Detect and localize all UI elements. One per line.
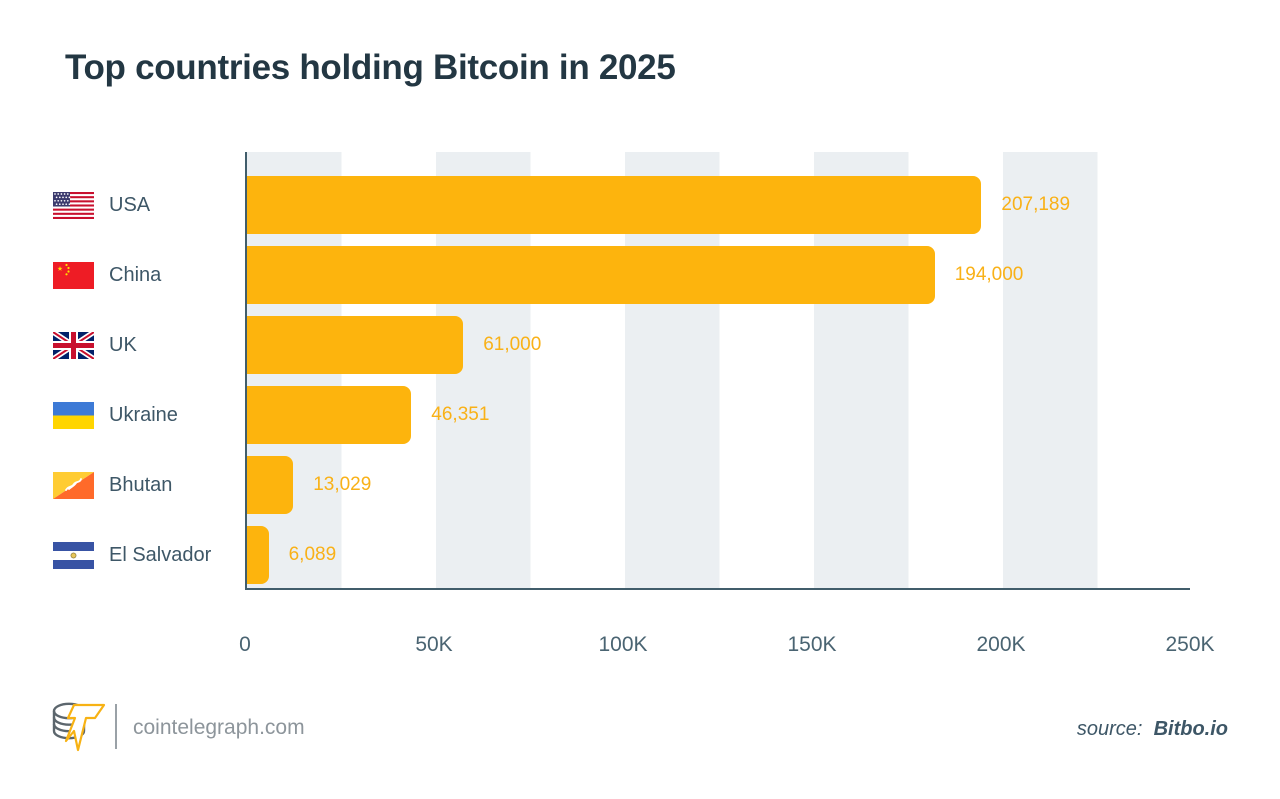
uk-flag-icon (53, 331, 94, 359)
bar-value-el-salvador: 6,089 (288, 544, 337, 565)
cointelegraph-logo-icon (52, 702, 106, 752)
source-credit: source: Bitbo.io (1077, 718, 1228, 741)
x-tick-250k: 250K (1165, 633, 1215, 656)
country-label-uk: UK (53, 316, 137, 374)
bar-uk (247, 316, 464, 374)
bar-usa (247, 176, 982, 234)
country-name-china: China (109, 263, 162, 286)
bar-el-salvador (247, 526, 269, 584)
x-axis-ticks: 0 50K 100K 150K 200K 250K (239, 633, 1214, 663)
bar-ukraine (247, 386, 412, 444)
footer-divider (115, 704, 117, 749)
footer: cointelegraph.com source: Bitbo.io (0, 698, 1280, 758)
bar-value-ukraine: 46,351 (431, 404, 490, 425)
bar-china (247, 246, 935, 304)
country-label-bhutan: Bhutan (53, 456, 172, 514)
country-name-el-salvador: El Salvador (109, 543, 212, 566)
el-salvador-flag-icon (53, 541, 94, 569)
country-name-bhutan: Bhutan (109, 473, 173, 496)
x-tick-150k: 150K (787, 633, 837, 656)
x-tick-50k: 50K (415, 633, 453, 656)
china-flag-icon (53, 261, 94, 289)
country-label-ukraine: Ukraine (53, 386, 178, 444)
bar-value-china: 194,000 (954, 264, 1024, 285)
x-tick-0: 0 (239, 633, 251, 656)
bar-value-bhutan: 13,029 (313, 474, 372, 495)
country-name-usa: USA (109, 193, 151, 216)
country-label-el-salvador: El Salvador (53, 526, 211, 584)
usa-flag-icon (53, 191, 94, 219)
ukraine-flag-icon (53, 401, 94, 429)
country-label-china: China (53, 246, 161, 304)
country-label-usa: USA (53, 176, 150, 234)
bar-value-usa: 207,189 (1001, 194, 1071, 215)
source-prefix: source: (1076, 718, 1143, 740)
plot-area: 207,189 194,000 61,000 46,351 13,029 6,089 (245, 152, 1190, 590)
x-tick-100k: 100K (598, 633, 648, 656)
bhutan-flag-icon (53, 471, 94, 499)
source-value: Bitbo.io (1153, 718, 1228, 740)
x-tick-200k: 200K (976, 633, 1026, 656)
country-name-ukraine: Ukraine (109, 403, 178, 426)
bar-value-uk: 61,000 (483, 334, 542, 355)
brand-domain: cointelegraph.com (133, 716, 305, 739)
country-name-uk: UK (109, 333, 137, 356)
country-labels-column: USA China UK Ukraine Bhutan El Salvador (53, 152, 243, 590)
bar-bhutan (247, 456, 294, 514)
chart-title: Top countries holding Bitcoin in 2025 (65, 48, 676, 87)
